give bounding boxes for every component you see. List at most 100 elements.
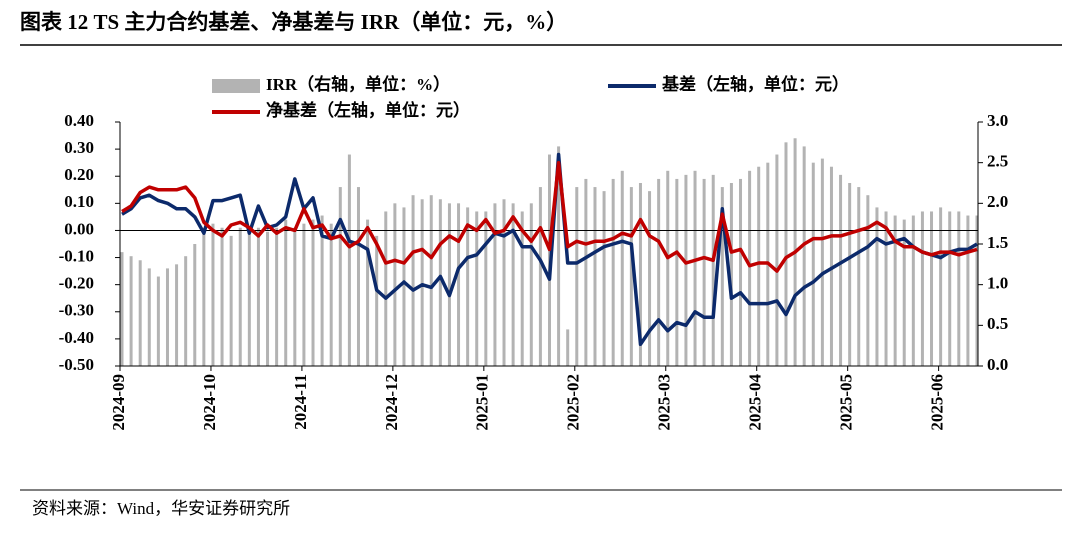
irr-bar [702,178,706,366]
irr-bar [356,187,360,366]
irr-bar [848,183,852,366]
irr-bar [829,166,833,366]
irr-bar [875,207,879,366]
irr-bar [757,166,761,366]
irr-bar [275,227,279,366]
y-tick-label: -0.20 [59,274,94,293]
y-tick-label: 0.30 [64,138,94,157]
y2-tick-label: 2.0 [987,192,1008,211]
irr-bar [293,227,297,366]
irr-bar [165,268,169,366]
irr-bar [675,178,679,366]
irr-bar [156,276,160,366]
irr-bar [939,207,943,366]
irr-bar [866,195,870,366]
x-tick-label: 2025-06 [928,374,947,431]
y-tick-label: -0.50 [59,355,94,374]
irr-bar [693,170,697,366]
irr-bar [811,162,815,366]
y2-tick-label: 2.5 [987,152,1008,171]
irr-bar [384,211,388,366]
irr-bar [375,235,379,366]
y2-tick-label: 1.5 [987,233,1008,252]
y-tick-label: 0.20 [64,165,94,184]
irr-bar [184,256,188,366]
irr-bar [629,187,633,366]
irr-bar [402,207,406,366]
irr-bar [711,174,715,366]
irr-bar [457,203,461,366]
irr-bar [720,187,724,366]
x-tick-label: 2024-10 [200,374,219,431]
irr-bar [657,178,661,366]
irr-bar [602,191,606,366]
irr-bar [511,203,515,366]
irr-bar [920,211,924,366]
irr-bar [729,183,733,366]
irr-bar [193,244,197,366]
y2-tick-label: 1.0 [987,274,1008,293]
irr-bar [120,252,124,366]
irr-bar [911,215,915,366]
irr-bar [666,170,670,366]
irr-bar [775,154,779,366]
irr-bar [238,227,242,366]
irr-bar [611,178,615,366]
irr-bar [739,178,743,366]
irr-bar [948,211,952,366]
irr-bar [229,235,233,366]
irr-bar [930,211,934,366]
irr-bar [557,146,561,366]
irr-bar [902,219,906,366]
irr-bar [220,227,224,366]
irr-bar [284,219,288,366]
legend-label: IRR（右轴，单位：%） [266,74,450,94]
irr-bar [311,219,315,366]
series-line [121,160,978,273]
irr-bar [329,223,333,366]
irr-bar [538,187,542,366]
irr-bar [211,223,215,366]
irr-bar [420,199,424,366]
irr-bar [857,187,861,366]
y2-tick-label: 0.5 [987,314,1008,333]
irr-bar [256,227,260,366]
y-tick-label: 0.10 [64,192,94,211]
irr-bar [302,223,306,366]
irr-bar [475,211,479,366]
legend-swatch [212,79,260,93]
irr-bar [147,268,151,366]
y-tick-label: -0.10 [59,246,94,265]
irr-bar [748,170,752,366]
y-tick-label: 0.40 [64,111,94,130]
chart-title: 图表 12 TS 主力合约基差、净基差与 IRR（单位：元，%） [20,10,567,34]
irr-bar [502,199,506,366]
irr-bar [884,211,888,366]
irr-bar [820,158,824,366]
x-tick-label: 2024-12 [382,374,401,431]
x-tick-label: 2025-05 [837,374,856,431]
irr-bar [247,231,251,366]
irr-bar [593,187,597,366]
irr-bar [893,215,897,366]
y2-tick-label: 3.0 [987,111,1008,130]
irr-bar [366,219,370,366]
irr-bar [584,178,588,366]
irr-bar [648,191,652,366]
irr-bar [966,215,970,366]
x-tick-label: 2025-01 [473,374,492,431]
irr-bar [447,203,451,366]
irr-bar [266,231,270,366]
irr-bar [411,195,415,366]
irr-bar [957,211,961,366]
irr-bar [347,154,351,366]
x-tick-label: 2025-02 [564,374,583,431]
irr-bar [393,203,397,366]
irr-bar [175,264,179,366]
irr-bar [320,215,324,366]
x-tick-label: 2024-11 [291,374,310,430]
y2-tick-label: 0.0 [987,355,1008,374]
irr-bar [529,203,533,366]
irr-bar [684,174,688,366]
